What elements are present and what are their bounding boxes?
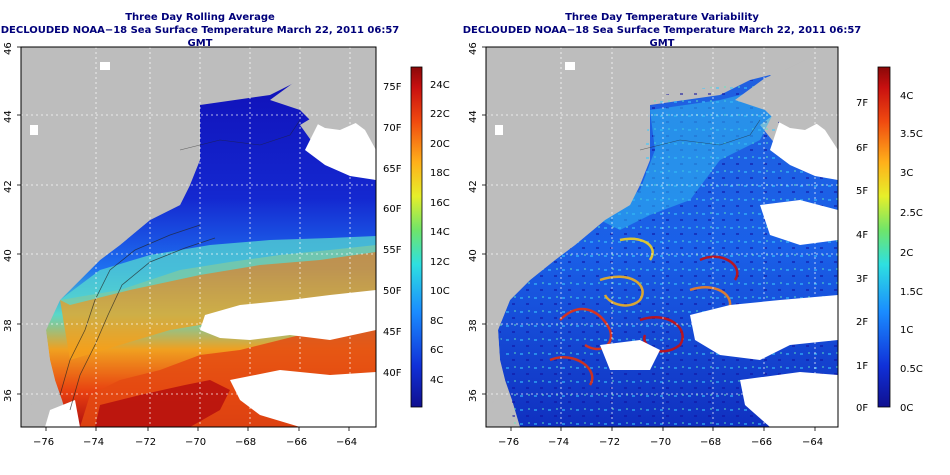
right-map-cloud-4	[770, 115, 838, 180]
left-map-cloud-4	[305, 115, 376, 180]
left-map-land-west	[21, 47, 200, 410]
left-colorbar-f-label: 75F	[383, 82, 402, 93]
left-map-cloud-2	[230, 370, 376, 427]
left-map-contour-3	[179, 119, 301, 151]
right-x-tick: −66	[751, 437, 773, 448]
right-map-cloud-2	[600, 340, 660, 370]
right-map-subtitle: DECLOUDED NOAA−18 Sea Surface Temperatur…	[462, 25, 862, 49]
left-colorbar-c-label: 24C	[430, 80, 450, 91]
left-y-tick: 44	[3, 110, 14, 123]
right-colorbar-f-label: 2F	[856, 317, 869, 328]
right-map-contour-1	[639, 119, 761, 151]
right-y-tick: 40	[468, 249, 479, 262]
right-colorbar-f-label: 7F	[856, 98, 869, 109]
left-map	[20, 46, 377, 428]
right-map-title: Three Day Temperature Variability	[565, 12, 759, 23]
right-colorbar-c-label: 1C	[900, 325, 914, 336]
right-colorbar-c-label: 1.5C	[900, 287, 923, 298]
right-colorbar-c-label: 4C	[900, 91, 914, 102]
right-map-graticule	[486, 47, 838, 427]
right-x-tick: −70	[650, 437, 672, 448]
left-map-lake-2	[30, 125, 38, 135]
left-x-tick: −66	[286, 437, 308, 448]
axis-ticks	[17, 46, 816, 431]
left-x-tick: −76	[33, 437, 55, 448]
right-map-lake-2	[495, 125, 503, 135]
right-colorbar-f-label: 1F	[856, 361, 869, 372]
left-map-cloud-1	[200, 290, 376, 340]
left-map-slope-cyan	[60, 236, 376, 305]
left-colorbar-c-label: 4C	[430, 375, 444, 386]
left-colorbar-f-label: 55F	[383, 245, 402, 256]
right-y-tick: 36	[468, 389, 479, 402]
left-colorbar-c-label: 12C	[430, 257, 450, 268]
right-colorbar-c-label: 3.5C	[900, 129, 923, 140]
left-colorbar-f-label: 45F	[383, 327, 402, 338]
right-y-tick: 44	[468, 110, 479, 123]
left-map-graticule	[21, 47, 376, 427]
left-map-title: Three Day Rolling Average	[125, 12, 275, 23]
right-y-tick: 42	[468, 180, 479, 193]
left-x-tick: −72	[135, 437, 157, 448]
left-y-tick: 36	[3, 389, 14, 402]
right-map	[485, 46, 839, 428]
right-map-lake-1	[565, 62, 575, 70]
left-x-tick: −64	[336, 437, 358, 448]
left-map-contour-2	[69, 237, 216, 411]
right-map-cloud-3	[740, 372, 838, 427]
right-colorbar-c-label: 3C	[900, 168, 914, 179]
left-map-contour-1	[59, 224, 201, 396]
left-colorbar-f-label: 70F	[383, 123, 402, 134]
left-colorbar-f-label: 60F	[383, 204, 402, 215]
right-colorbar-f-label: 4F	[856, 230, 869, 241]
right-colorbar-c-label: 0.5C	[900, 364, 923, 375]
left-y-tick: 38	[3, 319, 14, 332]
right-y-tick: 46	[468, 42, 479, 55]
left-colorbar-c-label: 6C	[430, 345, 444, 356]
right-colorbar-f-label: 0F	[856, 403, 869, 414]
right-x-tick: −72	[599, 437, 621, 448]
right-colorbar-f-label: 6F	[856, 143, 869, 154]
right-x-tick: −76	[498, 437, 520, 448]
left-map-warm-orange	[60, 245, 376, 360]
left-colorbar-c-label: 14C	[430, 227, 450, 238]
right-map-cloud-5	[760, 200, 838, 245]
left-map-nova-scotia	[270, 47, 376, 130]
left-colorbar-c-label: 8C	[430, 316, 444, 327]
right-colorbar-f-label: 3F	[856, 274, 869, 285]
right-colorbar-c-label: 2.5C	[900, 208, 923, 219]
left-x-tick: −68	[235, 437, 257, 448]
right-map-shelf-variability	[600, 90, 775, 230]
left-colorbar-f-label: 65F	[383, 164, 402, 175]
right-colorbar	[877, 66, 891, 408]
left-colorbar	[410, 66, 423, 408]
left-colorbar-f-label: 40F	[383, 368, 402, 379]
right-map-nova-scotia	[735, 47, 838, 130]
left-colorbar-c-label: 20C	[430, 139, 450, 150]
left-colorbar-f-label: 50F	[383, 286, 402, 297]
left-y-tick: 42	[3, 180, 14, 193]
left-y-tick: 40	[3, 249, 14, 262]
left-y-tick: 46	[3, 42, 14, 55]
right-y-tick: 38	[468, 319, 479, 332]
right-x-tick: −74	[548, 437, 570, 448]
left-colorbar-c-label: 18C	[430, 168, 450, 179]
right-map-land-west	[486, 47, 650, 410]
right-colorbar-c-label: 0C	[900, 403, 914, 414]
left-map-lake-1	[100, 62, 110, 70]
left-colorbar-c-label: 16C	[430, 198, 450, 209]
left-colorbar-c-label: 10C	[430, 286, 450, 297]
right-x-tick: −64	[802, 437, 824, 448]
left-x-tick: −74	[83, 437, 105, 448]
right-colorbar-c-label: 2C	[900, 248, 914, 259]
left-map-gulfstream-core	[95, 380, 230, 427]
left-map-subtitle: DECLOUDED NOAA−18 Sea Surface Temperatur…	[0, 25, 400, 49]
left-colorbar-c-label: 22C	[430, 109, 450, 120]
left-x-tick: −70	[185, 437, 207, 448]
right-x-tick: −68	[700, 437, 722, 448]
right-colorbar-f-label: 5F	[856, 186, 869, 197]
